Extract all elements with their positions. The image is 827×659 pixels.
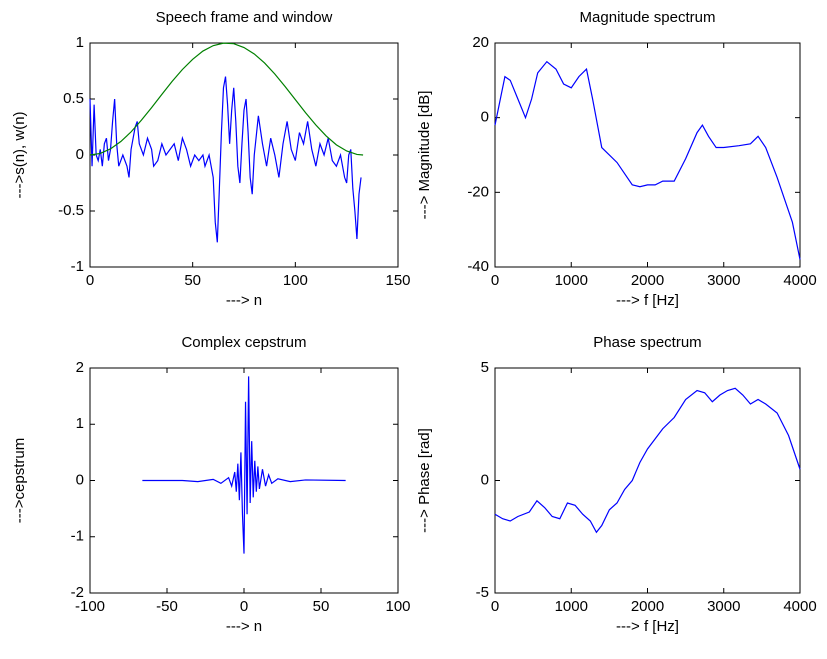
y-axis-label: ---> Phase [rad]	[416, 428, 433, 533]
x-tick-label: 50	[184, 272, 201, 289]
x-axis-label: ---> n	[226, 618, 262, 635]
axes-title: Magnitude spectrum	[580, 9, 716, 26]
x-tick-label: -50	[156, 598, 178, 615]
data-line	[142, 376, 346, 554]
axes-frame	[89, 367, 399, 594]
y-axis-label: --->s(n), w(n)	[11, 111, 28, 198]
data-line	[89, 42, 364, 156]
y-tick-label: -5	[476, 584, 489, 601]
y-tick-label: 1	[76, 415, 84, 432]
x-tick-label: 0	[240, 598, 248, 615]
y-tick-label: 0	[76, 146, 84, 163]
x-axis-label: ---> f [Hz]	[616, 292, 679, 309]
x-tick-label: 3000	[707, 598, 740, 615]
y-axis-label: ---> Magnitude [dB]	[416, 91, 433, 220]
x-tick-label: 100	[385, 598, 410, 615]
x-axis-label: ---> n	[226, 292, 262, 309]
axes-frame	[89, 42, 399, 268]
axes-title: Speech frame and window	[156, 9, 333, 26]
x-tick-label: 2000	[631, 272, 664, 289]
y-tick-label: 0	[76, 471, 84, 488]
y-tick-label: 1	[76, 34, 84, 51]
y-tick-label: 2	[76, 359, 84, 376]
y-tick-label: -2	[71, 584, 84, 601]
data-line	[494, 60, 801, 260]
y-tick-label: -1	[71, 528, 84, 545]
y-tick-label: -40	[467, 258, 489, 275]
x-tick-label: 4000	[783, 272, 816, 289]
x-tick-label: 1000	[555, 598, 588, 615]
axes-title: Complex cepstrum	[181, 334, 306, 351]
x-tick-label: 4000	[783, 598, 816, 615]
y-tick-label: 0.5	[63, 90, 84, 107]
y-tick-label: -0.5	[58, 202, 84, 219]
y-tick-label: -20	[467, 183, 489, 200]
axes-frame	[494, 367, 801, 594]
x-tick-label: 0	[491, 598, 499, 615]
x-axis-label: ---> f [Hz]	[616, 618, 679, 635]
axes-frame	[494, 42, 801, 268]
data-line	[494, 387, 801, 534]
x-tick-label: 0	[491, 272, 499, 289]
x-tick-label: 100	[283, 272, 308, 289]
x-tick-label: -100	[75, 598, 105, 615]
y-tick-label: 20	[472, 34, 489, 51]
x-tick-label: 3000	[707, 272, 740, 289]
x-tick-label: 1000	[555, 272, 588, 289]
y-tick-label: 0	[481, 471, 489, 488]
y-tick-label: -1	[71, 258, 84, 275]
x-tick-label: 2000	[631, 598, 664, 615]
x-tick-label: 0	[86, 272, 94, 289]
y-tick-label: 5	[481, 359, 489, 376]
data-line	[89, 76, 362, 243]
x-tick-label: 150	[385, 272, 410, 289]
x-tick-label: 50	[313, 598, 330, 615]
y-tick-label: 0	[481, 109, 489, 126]
y-axis-label: --->cepstrum	[11, 438, 28, 523]
axes-title: Phase spectrum	[593, 334, 701, 351]
